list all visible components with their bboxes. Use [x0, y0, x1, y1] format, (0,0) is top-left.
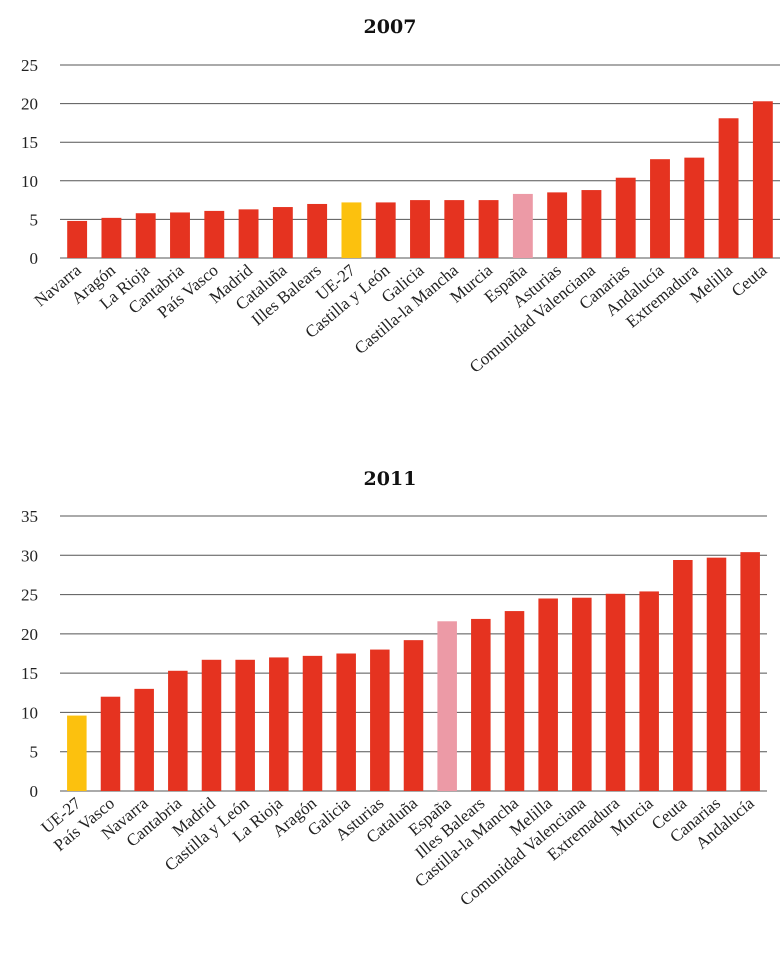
bar	[706, 557, 727, 791]
bar	[547, 192, 568, 258]
bar	[572, 597, 592, 791]
y-tick-label: 10	[21, 172, 38, 191]
y-tick-label: 20	[21, 95, 38, 114]
y-tick-label: 5	[30, 743, 39, 762]
bar	[504, 611, 525, 791]
bar	[478, 200, 499, 258]
bar	[718, 118, 739, 258]
y-tick-label: 30	[21, 546, 38, 565]
bar	[269, 657, 289, 791]
bar	[605, 593, 626, 791]
bar	[673, 560, 693, 791]
bar	[135, 213, 156, 258]
y-tick-label: 35	[21, 507, 38, 526]
bar	[512, 193, 533, 258]
bar	[639, 591, 659, 791]
chart-title: 2007	[364, 16, 417, 38]
bar	[410, 200, 430, 258]
bar	[375, 202, 396, 258]
bar	[684, 157, 705, 258]
y-tick-label: 20	[21, 625, 38, 644]
bar	[444, 200, 465, 258]
bar	[201, 659, 222, 791]
bar	[471, 618, 491, 791]
bar	[67, 715, 87, 791]
bar	[235, 659, 255, 791]
y-tick-label: 10	[21, 703, 38, 722]
bar	[67, 220, 88, 258]
y-tick-label: 0	[30, 249, 39, 268]
bar	[615, 177, 636, 258]
bar	[538, 598, 558, 791]
y-tick-label: 5	[30, 210, 39, 229]
bar	[272, 207, 293, 258]
x-tick-label: Ceuta	[728, 260, 771, 300]
bar	[403, 640, 424, 791]
bar	[302, 655, 323, 791]
bar	[581, 190, 602, 258]
y-tick-label: 15	[21, 664, 38, 683]
chart-title: 2011	[364, 468, 417, 490]
bar	[752, 101, 773, 258]
bar	[740, 552, 760, 791]
bar	[134, 688, 154, 791]
bar	[437, 621, 457, 791]
bar	[101, 217, 122, 258]
bar	[204, 210, 225, 258]
y-tick-label: 25	[21, 586, 38, 605]
y-tick-label: 15	[21, 133, 38, 152]
y-tick-label: 0	[30, 782, 39, 801]
bar	[238, 209, 259, 258]
bar	[650, 159, 670, 258]
bar	[170, 212, 190, 258]
bar	[341, 202, 362, 258]
bar	[168, 670, 188, 791]
bar	[307, 203, 328, 258]
bar	[100, 696, 121, 791]
bar	[336, 653, 356, 791]
y-tick-label: 25	[21, 56, 38, 75]
bar	[370, 649, 390, 791]
